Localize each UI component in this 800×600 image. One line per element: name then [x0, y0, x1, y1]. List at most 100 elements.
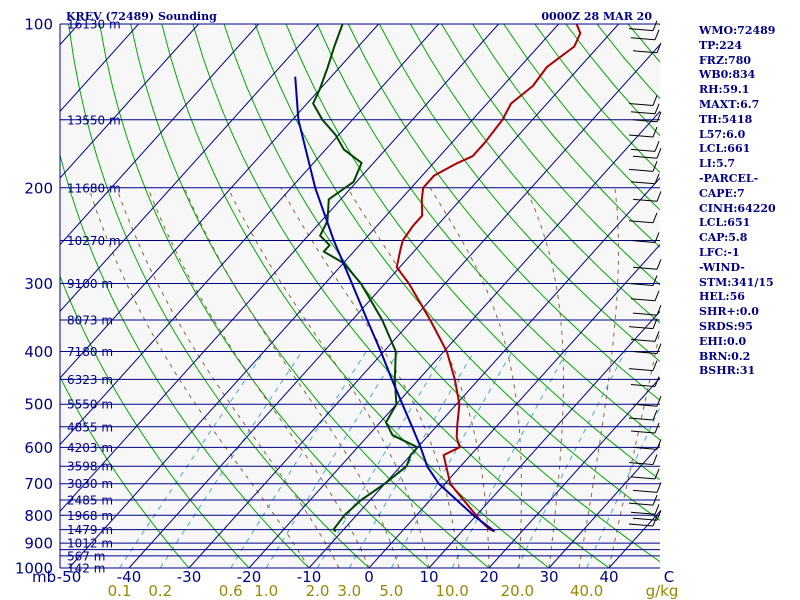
- temperature-tick-label: 0: [364, 568, 374, 586]
- mixing-ratio-label: 0.2: [148, 582, 172, 600]
- profile-series: [294, 24, 582, 533]
- mixing-ratio-label: 10.0: [435, 582, 468, 600]
- height-label: 1968 m: [67, 509, 113, 523]
- wind-barb: [628, 126, 658, 138]
- wind-barb-staff: [628, 102, 654, 106]
- wind-barb-flag: [654, 173, 660, 184]
- height-label: 13550 m: [67, 113, 121, 127]
- temperature-tick-label: -30: [177, 568, 202, 586]
- pressure-tick-label: 500: [24, 396, 53, 414]
- wind-barb-staff: [630, 181, 656, 185]
- temperature-profile: [395, 24, 582, 533]
- moist-adiabat: [115, 187, 340, 568]
- wind-barb: [632, 304, 662, 316]
- height-label: 8073 m: [67, 313, 113, 327]
- parcel-profile: [294, 76, 496, 533]
- wind-barb-staff: [628, 523, 654, 527]
- pressure-tick-label: 300: [24, 275, 53, 293]
- wind-barb-staff: [632, 50, 658, 54]
- mixing-ratio-label: 0.1: [108, 582, 132, 600]
- pressure-tick-label: 900: [24, 535, 53, 553]
- height-labels: 16130 m 13550 m 11680 m 10270 m 9100 m 8073 m…: [67, 18, 121, 576]
- height-label: 6323 m: [67, 373, 113, 387]
- wind-barb-flag: [652, 126, 658, 138]
- index-item: CINH:64220: [699, 201, 776, 215]
- wind-barb-flag: [652, 494, 658, 506]
- wind-barb-staff: [628, 462, 654, 466]
- mixing-ratio-label: 20.0: [501, 582, 534, 600]
- wind-barb: [630, 29, 660, 41]
- isotherm: [0, 24, 19, 568]
- wind-barb: [632, 439, 662, 450]
- temperature-tick-label: C: [664, 568, 674, 586]
- pressure-tick-label: 200: [24, 179, 53, 197]
- wind-barb-flag: [656, 111, 662, 122]
- index-item: -PARCEL-: [699, 171, 759, 185]
- isotherm: [488, 377, 660, 568]
- wind-barb-flag: [656, 343, 662, 354]
- wind-barb-staff: [628, 326, 654, 330]
- wind-barb-flag: [652, 515, 658, 527]
- temperature-tick-label: 20: [479, 568, 498, 586]
- temperature-tick-label: 40: [599, 568, 618, 586]
- height-label: 4855 m: [67, 420, 113, 434]
- wind-barb: [630, 468, 660, 480]
- wind-barb: [632, 259, 662, 270]
- index-item: LCL:661: [699, 142, 751, 156]
- wind-barb: [632, 148, 662, 159]
- wind-barb-staff: [632, 266, 658, 270]
- wind-barb: [630, 331, 660, 342]
- temperature-tick-label: -20: [237, 568, 262, 586]
- height-label: 10270 m: [67, 234, 121, 248]
- index-item: SHR+:0.0: [699, 305, 759, 319]
- index-item: RH:59.1: [699, 83, 750, 97]
- index-item: TP:224: [699, 38, 743, 52]
- temperature-tick-label: 10: [419, 568, 438, 586]
- wind-barb-flag: [652, 20, 658, 31]
- wind-barb: [628, 212, 658, 224]
- wind-barb-flag: [654, 141, 660, 152]
- mixing-ratio-label: 2.0: [306, 582, 330, 600]
- index-item: STM:341/15: [699, 275, 774, 289]
- isotherm: [60, 24, 259, 246]
- wind-barb-flag: [654, 232, 660, 243]
- index-item: SRDS:95: [699, 319, 753, 333]
- wind-barb-flag: [654, 422, 660, 434]
- wind-barb-flag: [654, 103, 660, 114]
- index-item: MAXT:6.7: [699, 97, 760, 111]
- isotherm: [548, 443, 660, 568]
- wind-barb-staff: [628, 368, 654, 372]
- temperature-tick-label: -40: [117, 568, 142, 586]
- wind-barb-flag: [656, 304, 662, 316]
- wind-barb-staff: [632, 446, 658, 450]
- height-label: 4203 m: [67, 441, 113, 455]
- height-label: 7180 m: [67, 345, 113, 359]
- wind-barb-flag: [652, 454, 658, 465]
- wind-barb: [628, 409, 658, 421]
- wind-barb-flag: [656, 259, 662, 270]
- index-item: LFC:-1: [699, 245, 740, 259]
- station-title: KREV (72489) Sounding: [66, 10, 217, 23]
- wind-barb-flag: [652, 95, 658, 106]
- moist-adiabat: [147, 187, 370, 568]
- wind-barb-staff: [630, 37, 656, 41]
- wind-barb-staff: [630, 298, 656, 302]
- wind-barb: [628, 360, 658, 372]
- height-label: 1012 m: [67, 537, 113, 551]
- wind-barb: [632, 510, 662, 521]
- wind-barb-flag: [656, 482, 662, 493]
- mixing-ratio-label: 40.0: [570, 582, 603, 600]
- index-item: HEL:56: [699, 290, 745, 304]
- pressure-tick-label: 600: [24, 439, 53, 457]
- wind-barb: [630, 422, 660, 434]
- pressure-tick-label: 1000: [15, 560, 53, 578]
- pressure-tick-label: 700: [24, 475, 53, 493]
- pressure-tick-label: 400: [24, 343, 53, 361]
- pressure-tick-label: 800: [24, 507, 53, 525]
- wind-barb-staff: [628, 283, 654, 287]
- wind-barb-flag: [654, 29, 660, 40]
- index-item: LI:5.7: [699, 157, 736, 171]
- index-item: LCL:651: [699, 216, 751, 230]
- plot-background: [60, 24, 660, 568]
